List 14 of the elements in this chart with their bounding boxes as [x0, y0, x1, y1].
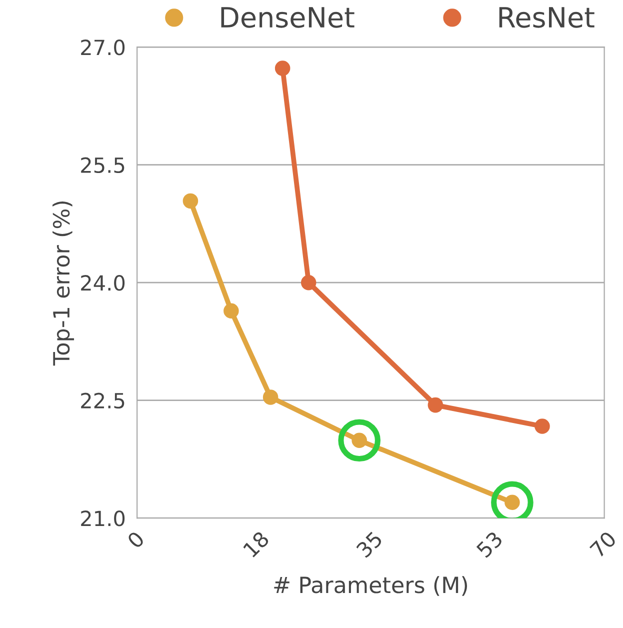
x-tick-label: 53	[476, 530, 504, 558]
y-tick-label: 27.0	[81, 40, 125, 56]
x-axis-title: # Parameters (M)	[274, 576, 467, 596]
legend-label: ResNet	[499, 7, 594, 28]
x-tick-label: 0	[126, 530, 146, 550]
legend-label: DenseNet	[221, 7, 354, 28]
y-tick-label: 25.5	[81, 157, 124, 174]
x-tick-label: 35	[356, 530, 384, 558]
y-tick-label: 22.5	[81, 392, 124, 409]
y-tick-label: 21.0	[81, 510, 125, 526]
x-tick-label: 70	[589, 530, 617, 558]
y-tick-label: 24.0	[81, 275, 125, 291]
y-axis-title: Top-1 error (%)	[52, 201, 74, 366]
x-tick-label: 18	[242, 530, 270, 558]
